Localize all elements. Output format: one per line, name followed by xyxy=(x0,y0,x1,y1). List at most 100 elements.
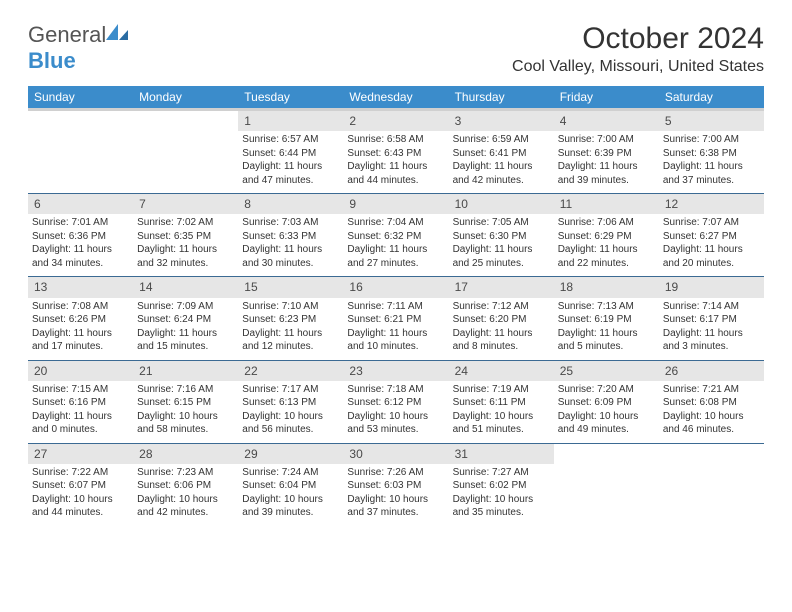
day-sunset: Sunset: 6:12 PM xyxy=(347,396,444,410)
day-cell: 7Sunrise: 7:02 AMSunset: 6:35 PMDaylight… xyxy=(133,194,238,276)
day-daylight1: Daylight: 10 hours xyxy=(242,410,339,424)
day-number: 13 xyxy=(28,277,133,297)
day-sunrise: Sunrise: 7:05 AM xyxy=(453,216,550,230)
day-sunset: Sunset: 6:13 PM xyxy=(242,396,339,410)
day-sunrise: Sunrise: 7:20 AM xyxy=(558,383,655,397)
day-sunset: Sunset: 6:27 PM xyxy=(663,230,760,244)
day-body: Sunrise: 7:27 AMSunset: 6:02 PMDaylight:… xyxy=(449,464,554,526)
day-number: 12 xyxy=(659,194,764,214)
day-body: Sunrise: 7:14 AMSunset: 6:17 PMDaylight:… xyxy=(659,298,764,360)
day-body: Sunrise: 6:57 AMSunset: 6:44 PMDaylight:… xyxy=(238,131,343,193)
day-sunset: Sunset: 6:32 PM xyxy=(347,230,444,244)
day-cell: 23Sunrise: 7:18 AMSunset: 6:12 PMDayligh… xyxy=(343,361,448,443)
day-number: 30 xyxy=(343,444,448,464)
day-sunset: Sunset: 6:26 PM xyxy=(32,313,129,327)
day-body: Sunrise: 6:59 AMSunset: 6:41 PMDaylight:… xyxy=(449,131,554,193)
day-sunrise: Sunrise: 7:16 AM xyxy=(137,383,234,397)
day-body: Sunrise: 6:58 AMSunset: 6:43 PMDaylight:… xyxy=(343,131,448,193)
day-cell: 14Sunrise: 7:09 AMSunset: 6:24 PMDayligh… xyxy=(133,277,238,359)
day-sunrise: Sunrise: 7:00 AM xyxy=(558,133,655,147)
day-body: Sunrise: 7:03 AMSunset: 6:33 PMDaylight:… xyxy=(238,214,343,276)
day-sunrise: Sunrise: 7:09 AM xyxy=(137,300,234,314)
day-sunrise: Sunrise: 7:00 AM xyxy=(663,133,760,147)
day-cell: 19Sunrise: 7:14 AMSunset: 6:17 PMDayligh… xyxy=(659,277,764,359)
day-cell: 26Sunrise: 7:21 AMSunset: 6:08 PMDayligh… xyxy=(659,361,764,443)
day-number: 28 xyxy=(133,444,238,464)
day-cell: 10Sunrise: 7:05 AMSunset: 6:30 PMDayligh… xyxy=(449,194,554,276)
day-daylight1: Daylight: 10 hours xyxy=(137,410,234,424)
day-number: 1 xyxy=(238,111,343,131)
day-daylight1: Daylight: 11 hours xyxy=(558,160,655,174)
day-daylight2: and 39 minutes. xyxy=(242,506,339,520)
day-number: 11 xyxy=(554,194,659,214)
day-sunrise: Sunrise: 7:22 AM xyxy=(32,466,129,480)
day-daylight2: and 42 minutes. xyxy=(137,506,234,520)
day-sunset: Sunset: 6:30 PM xyxy=(453,230,550,244)
day-sunrise: Sunrise: 7:21 AM xyxy=(663,383,760,397)
day-daylight1: Daylight: 11 hours xyxy=(663,160,760,174)
day-cell: 22Sunrise: 7:17 AMSunset: 6:13 PMDayligh… xyxy=(238,361,343,443)
day-cell: 15Sunrise: 7:10 AMSunset: 6:23 PMDayligh… xyxy=(238,277,343,359)
day-sunset: Sunset: 6:09 PM xyxy=(558,396,655,410)
day-daylight1: Daylight: 10 hours xyxy=(663,410,760,424)
day-sunset: Sunset: 6:04 PM xyxy=(242,479,339,493)
weekday-row: SundayMondayTuesdayWednesdayThursdayFrid… xyxy=(28,86,764,111)
day-number: 20 xyxy=(28,361,133,381)
logo-sail-icon xyxy=(106,22,128,48)
day-daylight2: and 32 minutes. xyxy=(137,257,234,271)
day-daylight2: and 17 minutes. xyxy=(32,340,129,354)
day-daylight1: Daylight: 10 hours xyxy=(453,493,550,507)
day-sunrise: Sunrise: 7:27 AM xyxy=(453,466,550,480)
day-sunset: Sunset: 6:11 PM xyxy=(453,396,550,410)
day-daylight1: Daylight: 11 hours xyxy=(32,243,129,257)
day-daylight1: Daylight: 11 hours xyxy=(347,327,444,341)
day-daylight2: and 42 minutes. xyxy=(453,174,550,188)
day-body: Sunrise: 7:21 AMSunset: 6:08 PMDaylight:… xyxy=(659,381,764,443)
title-area: October 2024 Cool Valley, Missouri, Unit… xyxy=(512,22,764,76)
day-cell: 30Sunrise: 7:26 AMSunset: 6:03 PMDayligh… xyxy=(343,444,448,526)
month-title: October 2024 xyxy=(512,22,764,56)
day-daylight1: Daylight: 11 hours xyxy=(558,243,655,257)
day-daylight2: and 22 minutes. xyxy=(558,257,655,271)
week-row: 20Sunrise: 7:15 AMSunset: 6:16 PMDayligh… xyxy=(28,361,764,444)
day-body: Sunrise: 7:24 AMSunset: 6:04 PMDaylight:… xyxy=(238,464,343,526)
day-sunrise: Sunrise: 7:13 AM xyxy=(558,300,655,314)
day-cell: 3Sunrise: 6:59 AMSunset: 6:41 PMDaylight… xyxy=(449,111,554,193)
day-sunrise: Sunrise: 7:02 AM xyxy=(137,216,234,230)
day-daylight1: Daylight: 11 hours xyxy=(663,327,760,341)
day-body: Sunrise: 7:09 AMSunset: 6:24 PMDaylight:… xyxy=(133,298,238,360)
day-daylight1: Daylight: 11 hours xyxy=(242,160,339,174)
day-number: 6 xyxy=(28,194,133,214)
day-sunrise: Sunrise: 7:15 AM xyxy=(32,383,129,397)
day-daylight2: and 37 minutes. xyxy=(663,174,760,188)
day-body: Sunrise: 7:13 AMSunset: 6:19 PMDaylight:… xyxy=(554,298,659,360)
day-daylight1: Daylight: 10 hours xyxy=(347,410,444,424)
day-sunrise: Sunrise: 7:03 AM xyxy=(242,216,339,230)
day-daylight2: and 27 minutes. xyxy=(347,257,444,271)
day-sunrise: Sunrise: 6:58 AM xyxy=(347,133,444,147)
day-daylight2: and 15 minutes. xyxy=(137,340,234,354)
day-daylight2: and 44 minutes. xyxy=(347,174,444,188)
day-cell: 31Sunrise: 7:27 AMSunset: 6:02 PMDayligh… xyxy=(449,444,554,526)
day-sunset: Sunset: 6:43 PM xyxy=(347,147,444,161)
logo: GeneralBlue xyxy=(28,22,128,74)
day-daylight2: and 3 minutes. xyxy=(663,340,760,354)
day-sunrise: Sunrise: 7:10 AM xyxy=(242,300,339,314)
day-number: 16 xyxy=(343,277,448,297)
day-daylight1: Daylight: 11 hours xyxy=(663,243,760,257)
day-daylight2: and 0 minutes. xyxy=(32,423,129,437)
day-daylight2: and 37 minutes. xyxy=(347,506,444,520)
day-sunrise: Sunrise: 7:01 AM xyxy=(32,216,129,230)
day-body: Sunrise: 7:22 AMSunset: 6:07 PMDaylight:… xyxy=(28,464,133,526)
day-cell: 9Sunrise: 7:04 AMSunset: 6:32 PMDaylight… xyxy=(343,194,448,276)
day-daylight2: and 58 minutes. xyxy=(137,423,234,437)
day-daylight2: and 12 minutes. xyxy=(242,340,339,354)
day-cell: . xyxy=(554,444,659,526)
day-cell: 5Sunrise: 7:00 AMSunset: 6:38 PMDaylight… xyxy=(659,111,764,193)
day-daylight1: Daylight: 10 hours xyxy=(32,493,129,507)
day-sunset: Sunset: 6:44 PM xyxy=(242,147,339,161)
day-number: 8 xyxy=(238,194,343,214)
day-sunset: Sunset: 6:07 PM xyxy=(32,479,129,493)
day-sunset: Sunset: 6:38 PM xyxy=(663,147,760,161)
week-row: 6Sunrise: 7:01 AMSunset: 6:36 PMDaylight… xyxy=(28,194,764,277)
